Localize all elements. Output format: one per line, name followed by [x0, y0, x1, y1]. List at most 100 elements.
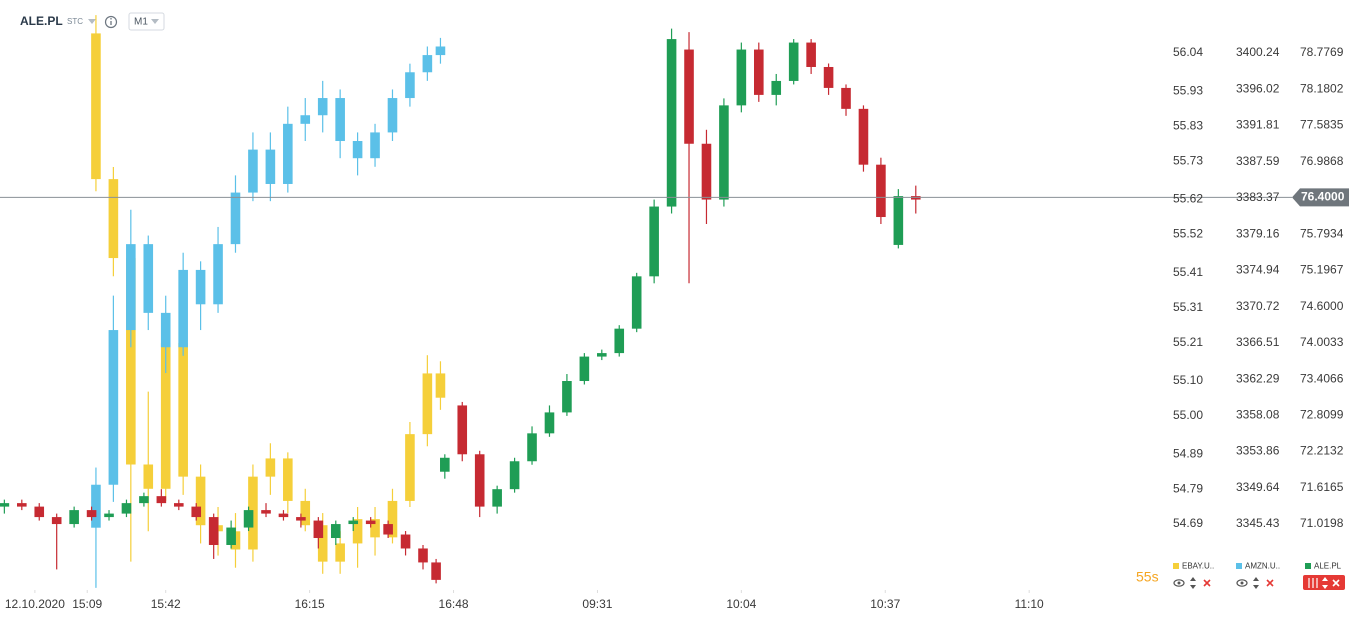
candle-body — [492, 489, 502, 507]
visibility-icon[interactable] — [1173, 579, 1185, 587]
candle-body — [91, 33, 101, 180]
header: ALE.PL STC M1 — [20, 12, 165, 31]
candle-body — [91, 484, 101, 528]
candle-body — [370, 519, 380, 538]
candle-body — [330, 524, 341, 539]
candle-body — [527, 433, 537, 462]
remove-icon[interactable] — [1266, 579, 1274, 587]
candle-body — [666, 39, 677, 207]
candle-body — [405, 72, 415, 99]
candle-body — [195, 269, 206, 305]
y-tick-label: 3387.59 — [1236, 154, 1280, 168]
candle-body — [383, 524, 393, 535]
candle-body — [160, 312, 171, 348]
candle-body — [317, 525, 328, 562]
y-tick-label: 71.0198 — [1300, 516, 1344, 530]
y-tick-label: 3362.29 — [1236, 371, 1280, 385]
y-tick-label: 77.5835 — [1300, 118, 1344, 132]
candle-body — [195, 476, 206, 526]
price-tag — [1292, 188, 1349, 207]
candle-body — [579, 356, 590, 382]
visibility-icon[interactable] — [1236, 579, 1248, 587]
candle-body — [243, 510, 254, 528]
candle-body — [226, 527, 236, 545]
countdown: 55s — [1136, 569, 1159, 585]
candle-body — [400, 534, 411, 549]
candle-body — [352, 141, 363, 159]
remove-icon[interactable] — [1203, 579, 1211, 587]
candle-body — [300, 115, 311, 124]
info-icon[interactable] — [104, 15, 118, 29]
candle-body — [104, 513, 114, 518]
order-icon[interactable] — [1322, 577, 1328, 589]
y-tick-label: 3353.86 — [1236, 444, 1280, 458]
price-tag-label: 76.4000 — [1301, 190, 1345, 204]
y-tick-label: 55.93 — [1173, 84, 1203, 98]
y-tick-label: 3374.94 — [1236, 263, 1280, 277]
info-icon-dot — [110, 18, 112, 20]
order-icon[interactable] — [1253, 577, 1259, 589]
legend-label[interactable]: AMZN.U.. — [1245, 562, 1280, 571]
y-tick-label: 55.62 — [1173, 192, 1203, 206]
candle-body — [283, 458, 293, 501]
candle-body — [754, 49, 764, 95]
legend-label[interactable]: EBAY.U.. — [1182, 562, 1214, 571]
candle-body — [156, 496, 167, 504]
candle-body — [562, 381, 572, 413]
candle-body — [108, 179, 119, 259]
candle-body — [139, 496, 149, 504]
candle-body — [335, 543, 345, 562]
x-tick-label: 11:10 — [1015, 597, 1044, 611]
candle-body — [230, 192, 241, 245]
y-tick-label: 55.41 — [1173, 265, 1203, 279]
y-tick-label: 55.21 — [1173, 335, 1203, 349]
y-tick-label: 72.2132 — [1300, 444, 1344, 458]
candle-body — [261, 510, 271, 514]
candle-body — [806, 42, 816, 67]
y-tick-label: 3349.64 — [1236, 480, 1280, 494]
candle-body — [788, 42, 799, 81]
y-tick-label: 76.9868 — [1300, 154, 1344, 168]
market: STC — [67, 17, 83, 26]
y-tick-label: 3383.37 — [1236, 190, 1280, 204]
candle-body — [701, 143, 712, 200]
candle-body — [435, 373, 446, 398]
x-tick-label: 16:48 — [439, 597, 469, 611]
candle-body — [335, 98, 345, 142]
candle-body — [823, 66, 834, 88]
plot-area — [0, 15, 921, 588]
candle-body — [300, 500, 311, 526]
candle-body — [17, 503, 27, 507]
candle-body — [597, 353, 607, 357]
y-tick-label: 78.1802 — [1300, 81, 1344, 95]
y-tick-label: 55.00 — [1173, 408, 1203, 422]
legend: EBAY.U.. AMZN.U.. ALE.PL — [1173, 562, 1345, 590]
y-tick-label: 55.73 — [1173, 153, 1203, 167]
candle-body — [213, 244, 223, 305]
candle-body — [265, 458, 276, 477]
candle-body — [352, 519, 363, 544]
candle-body — [614, 328, 625, 354]
candle-body — [544, 412, 555, 434]
candle-body — [178, 343, 188, 477]
y-tick-label: 55.31 — [1173, 300, 1203, 314]
y-tick-label: 56.04 — [1173, 45, 1203, 59]
visibility-icon-pupil — [1240, 581, 1244, 585]
settings-icon[interactable] — [1308, 578, 1318, 588]
x-tick-label: 10:04 — [726, 597, 756, 611]
order-icon[interactable] — [1190, 577, 1196, 589]
axes: 12.10.2020 15:09 15:42 16:15 16:48 09:31 10:04… — [0, 45, 1349, 611]
x-tick-label: 09:31 — [582, 597, 612, 611]
y-tick-label: 55.10 — [1173, 373, 1203, 387]
candle-body — [418, 548, 428, 563]
interval-dropdown[interactable] — [128, 12, 165, 31]
market-caret[interactable] — [88, 19, 96, 24]
candle-body — [387, 98, 398, 133]
candle-body — [278, 513, 289, 518]
symbol: ALE.PL — [20, 14, 63, 28]
y-tick-label: 73.4066 — [1300, 371, 1344, 385]
legend-label[interactable]: ALE.PL — [1314, 562, 1342, 571]
candle-body — [370, 132, 380, 159]
remove-icon[interactable] — [1332, 579, 1340, 587]
candle-body — [265, 149, 276, 184]
